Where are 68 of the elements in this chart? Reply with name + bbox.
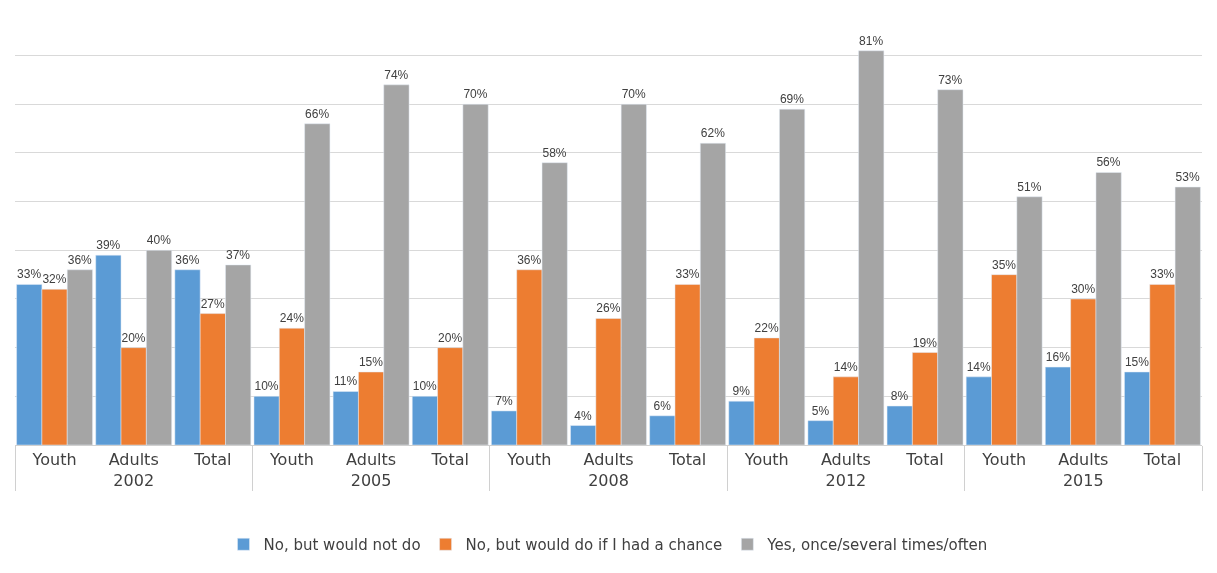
data-label: 58% bbox=[542, 145, 567, 160]
data-label: 15% bbox=[358, 354, 384, 369]
x-tick-label: Total bbox=[193, 450, 232, 470]
data-label: 14% bbox=[833, 359, 859, 374]
data-label: 73% bbox=[938, 72, 963, 87]
data-label: 10% bbox=[412, 379, 438, 394]
text: 2008 bbox=[588, 471, 629, 491]
data-label: 37% bbox=[225, 247, 251, 262]
data-label: 36% bbox=[67, 252, 93, 267]
data-label: 56% bbox=[1096, 155, 1121, 170]
x-tick-label: Youth bbox=[743, 450, 789, 470]
data-label: 20% bbox=[438, 330, 463, 345]
data-label: 16% bbox=[1045, 350, 1071, 365]
x-tick-label: Youth bbox=[31, 450, 77, 470]
x-tick-label: Total bbox=[430, 450, 469, 470]
text: 2005 bbox=[350, 471, 392, 491]
data-label: 11% bbox=[334, 374, 358, 389]
x-tick-label: Adults bbox=[583, 450, 634, 470]
x-tick-label: Youth bbox=[268, 450, 314, 470]
data-label: 6% bbox=[653, 398, 672, 413]
data-label: 20% bbox=[121, 330, 146, 345]
data-label: 66% bbox=[305, 106, 330, 121]
data-label: 69% bbox=[779, 92, 805, 107]
data-label: 4% bbox=[574, 408, 593, 423]
text: 2012 bbox=[825, 471, 867, 491]
data-label: 19% bbox=[912, 335, 938, 350]
x-tick-label: Adults bbox=[1058, 450, 1109, 470]
data-label: 27% bbox=[200, 296, 225, 311]
data-label: 33% bbox=[17, 267, 42, 282]
data-label: 15% bbox=[1124, 354, 1150, 369]
x-tick-label: Adults bbox=[346, 450, 397, 470]
x-tick-label: Total bbox=[1142, 450, 1182, 470]
x-tick-label: Total bbox=[667, 450, 707, 470]
data-label: 40% bbox=[146, 233, 172, 248]
text: 2002 bbox=[113, 471, 155, 491]
data-label: 74% bbox=[384, 67, 409, 82]
data-label: 5% bbox=[811, 403, 830, 418]
x-tick-label: Adults bbox=[108, 450, 159, 470]
data-label: 51% bbox=[1017, 179, 1042, 194]
text: 2015 bbox=[1062, 471, 1104, 491]
legend-label: No, but would do if I had a chance bbox=[465, 536, 723, 555]
data-label: 36% bbox=[517, 252, 542, 267]
x-tick-label: Adults bbox=[820, 450, 871, 470]
data-label: 30% bbox=[1071, 281, 1096, 296]
data-label: 70% bbox=[621, 87, 646, 102]
x-tick-label: Total bbox=[905, 450, 944, 470]
legend-label: No, but would not do bbox=[263, 536, 421, 555]
data-label: 70% bbox=[463, 87, 488, 102]
data-label: 39% bbox=[96, 238, 121, 253]
data-label: 81% bbox=[859, 33, 884, 48]
data-label: 14% bbox=[966, 359, 992, 374]
data-label: 10% bbox=[254, 379, 279, 394]
data-label: 33% bbox=[1150, 267, 1175, 282]
data-label: 8% bbox=[890, 389, 909, 404]
data-label: 22% bbox=[754, 320, 779, 335]
legend-label: Yes, once/several times/often bbox=[766, 536, 988, 555]
data-label: 35% bbox=[992, 257, 1017, 272]
data-label: 9% bbox=[732, 384, 751, 399]
data-label: 24% bbox=[279, 311, 305, 326]
data-label: 36% bbox=[175, 252, 200, 267]
data-label: 33% bbox=[675, 267, 700, 282]
data-label: 53% bbox=[1175, 170, 1200, 185]
data-label: 32% bbox=[42, 272, 67, 287]
data-label: 7% bbox=[495, 393, 513, 408]
x-tick-label: Youth bbox=[506, 450, 552, 470]
data-label: 26% bbox=[596, 301, 621, 316]
data-label: 62% bbox=[700, 126, 726, 141]
x-tick-label: Youth bbox=[981, 450, 1027, 470]
